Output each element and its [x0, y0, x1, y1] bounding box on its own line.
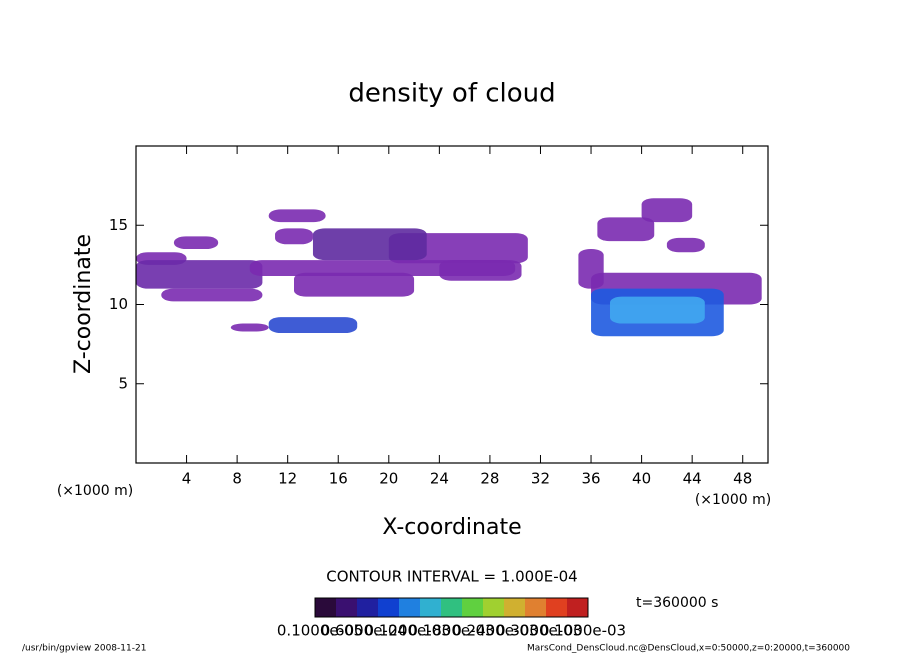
colorbar-segment: [378, 598, 400, 617]
density-region: [641, 198, 693, 223]
colorbar-frame: [314, 597, 589, 618]
density-region: [136, 260, 263, 289]
x-tick-label: 36: [581, 470, 600, 488]
density-region: [610, 296, 705, 324]
density-region: [268, 317, 358, 334]
density-region: [161, 288, 263, 302]
x-tick-label: 24: [430, 470, 449, 488]
x-tick-label: 16: [329, 470, 348, 488]
colorbar-segment: [399, 598, 421, 617]
density-region: [230, 323, 269, 332]
density-region: [268, 209, 326, 223]
colorbar-segment: [525, 598, 547, 617]
y-tick-label: 5: [118, 374, 128, 392]
x-tick-label: 44: [683, 470, 702, 488]
density-region: [275, 228, 313, 245]
y-tick-label: 15: [109, 216, 128, 234]
y-tick-label: 10: [109, 295, 128, 313]
colorbar-label: 0.3000e-03: [496, 622, 582, 640]
colorbar-segment: [441, 598, 463, 617]
colorbar-label: 0.1000e-05: [277, 622, 363, 640]
colorbar-label: 0.1200e-03: [365, 622, 451, 640]
colorbar-label: 0.1000e-03: [540, 622, 626, 640]
colorbar-segment: [357, 598, 379, 617]
x-tick-label: 4: [182, 470, 192, 488]
x-unit: (×1000 m): [57, 483, 133, 499]
x-unit: (×1000 m): [695, 492, 771, 508]
colorbar-label: 0.6000e-04: [321, 622, 407, 640]
colorbar-segment: [504, 598, 526, 617]
colorbar-segment: [567, 598, 589, 617]
chart-title: density of cloud: [348, 79, 555, 109]
density-region: [439, 260, 522, 281]
footer-left: /usr/bin/gpview 2008-11-21: [22, 644, 146, 654]
density-region: [173, 236, 219, 250]
contour-interval: CONTOUR INTERVAL = 1.000E-04: [326, 568, 577, 586]
x-tick-label: 20: [379, 470, 398, 488]
x-tick-label: 32: [531, 470, 550, 488]
x-tick-label: 12: [278, 470, 297, 488]
density-region: [578, 249, 604, 289]
density-region: [294, 272, 415, 297]
colorbar-segment: [336, 598, 358, 617]
colorbar-segment: [462, 598, 484, 617]
x-tick-label: 40: [632, 470, 651, 488]
footer-right: MarsCond_DensCloud.nc@DensCloud,x=0:5000…: [527, 644, 850, 654]
colorbar-segment: [315, 598, 337, 617]
density-region: [666, 237, 705, 253]
colorbar-segment: [420, 598, 442, 617]
x-tick-label: 8: [232, 470, 242, 488]
density-region: [312, 228, 427, 261]
time-label: t=360000 s: [636, 595, 718, 611]
colorbar-segment: [546, 598, 568, 617]
x-tick-label: 48: [733, 470, 752, 488]
x-tick-label: 28: [480, 470, 499, 488]
x-axis-label: X-coordinate: [382, 515, 521, 540]
colorbar-label: 0.2400e-03: [452, 622, 538, 640]
colorbar-label: 0.1800e-03: [408, 622, 494, 640]
y-axis-label: Z-coordinate: [71, 234, 96, 374]
colorbar-segment: [483, 598, 505, 617]
density-region: [597, 217, 655, 242]
